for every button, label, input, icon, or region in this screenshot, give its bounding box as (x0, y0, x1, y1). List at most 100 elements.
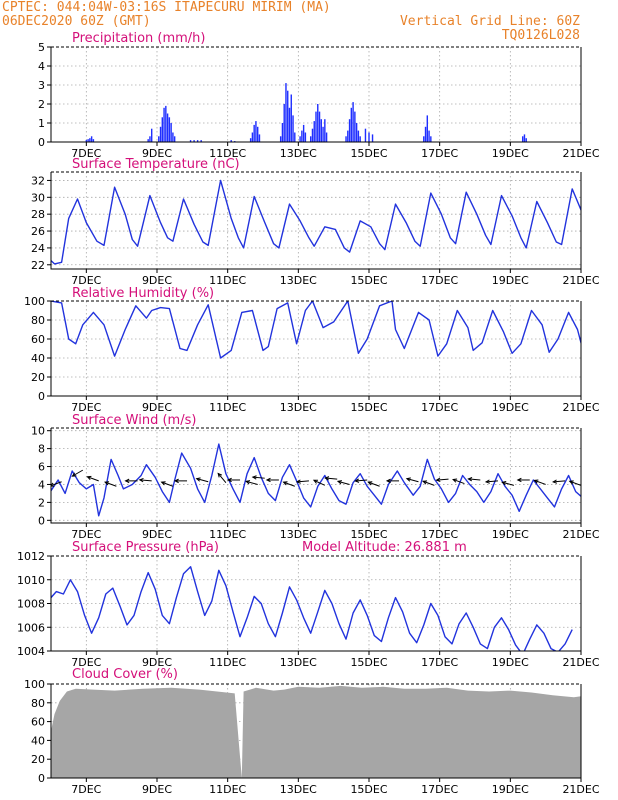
pressure-ytick-label: 1012 (17, 550, 45, 563)
cloud-ytick-label: 0 (38, 772, 45, 785)
precip-bar (424, 126, 427, 142)
precip-bar (283, 104, 285, 142)
wind-xtick-label: 19DEC (492, 528, 529, 541)
wind-arrow (501, 481, 514, 486)
precip-bar (168, 117, 171, 142)
precip-bar (256, 126, 259, 142)
rh-series-line (51, 301, 581, 359)
cloud-xtick-label: 11DEC (209, 783, 246, 796)
temp-ytick-label: 26 (31, 225, 45, 238)
wind-arrow (336, 480, 350, 485)
wind-xtick-label: 7DEC (71, 528, 101, 541)
temp-xtick-label: 9DEC (142, 274, 172, 287)
wind-arrow (516, 477, 530, 483)
precip-bar (320, 119, 323, 142)
wind-arrow (452, 478, 465, 485)
pressure-xtick-label: 7DEC (71, 656, 101, 669)
rh-ytick-label: 40 (31, 352, 45, 365)
precip-bar (251, 132, 254, 142)
temp-ytick-label: 32 (31, 174, 45, 187)
wind-arrow (467, 477, 481, 482)
precip-bar (158, 136, 160, 142)
cloud-ytick-label: 20 (31, 753, 45, 766)
precip-bar (355, 123, 358, 142)
precip-bar (348, 119, 351, 142)
rh-ytick-label: 100 (24, 295, 45, 308)
pressure-ytick-label: 1004 (17, 645, 45, 658)
precip-bar (290, 94, 292, 142)
wind-arrow (484, 479, 499, 484)
pressure-ytick-label: 1006 (17, 621, 45, 634)
cloud-ytick-label: 100 (24, 678, 45, 691)
precip-data (85, 83, 527, 142)
precip-bar (189, 140, 192, 142)
cloud-data (51, 685, 581, 778)
precip-bar (163, 107, 165, 142)
precip-bar (193, 140, 195, 142)
cloud-ytick-label: 60 (31, 716, 45, 729)
rh-xtick-label: 11DEC (209, 401, 246, 414)
precip-bar (87, 139, 89, 142)
rh-panel: Relative Humidity (%) 0 20 40 60 80 100 7DEC 9DE… (24, 286, 600, 414)
precip-bar (301, 130, 303, 142)
wind-arrow (367, 481, 380, 487)
precip-bar (426, 115, 429, 142)
pressure-title: Surface Pressure (hPa) (72, 540, 219, 555)
precip-bar (294, 132, 296, 142)
wind-arrow (104, 481, 117, 487)
pressure-ytick-label: 1010 (17, 574, 45, 587)
wind-arrow (405, 477, 419, 483)
wind-arrow (195, 477, 209, 483)
wind-title: Surface Wind (m/s) (72, 413, 196, 428)
wind-arrow (385, 478, 400, 484)
precip-bar (288, 107, 291, 142)
wind-xtick-label: 13DEC (280, 528, 317, 541)
wind-arrow (587, 478, 599, 481)
wind-arrow (435, 477, 449, 483)
cloud-xtick-label: 13DEC (280, 783, 317, 796)
precip-ytick-label: 5 (38, 41, 45, 54)
precip-bar (350, 107, 353, 142)
wind-arrow (604, 478, 615, 483)
wind-arrow (226, 477, 241, 483)
temp-xtick-label: 21DEC (562, 274, 599, 287)
precip-bar (523, 134, 526, 142)
temp-ytick-label: 30 (31, 191, 45, 204)
wind-arrow (124, 478, 138, 484)
precip-bar (368, 132, 370, 142)
precip-bar (299, 136, 301, 142)
precip-bar (309, 136, 312, 142)
precip-bar (279, 136, 282, 142)
precip-bar (230, 140, 232, 142)
header-model-id: TQ0126L028 (501, 28, 580, 43)
precip-bar (430, 136, 432, 142)
rh-xtick-label: 21DEC (562, 401, 599, 414)
cloud-title: Cloud Cover (%) (72, 667, 178, 682)
precip-bar (525, 138, 527, 142)
temp-xtick-label: 17DEC (421, 274, 458, 287)
wind-xtick-label: 11DEC (209, 528, 246, 541)
precip-bar (253, 124, 255, 142)
precip-bar (313, 121, 315, 142)
pressure-xtick-label: 21DEC (562, 656, 599, 669)
precip-bar (92, 139, 95, 142)
precip-ytick-label: 0 (38, 136, 45, 149)
precip-ytick-label: 1 (38, 117, 45, 130)
precip-bar (159, 126, 162, 142)
precip-ytick-label: 2 (38, 98, 45, 111)
wind-ytick-label: 2 (38, 496, 45, 509)
precip-bar (302, 124, 305, 142)
rh-frame (50, 301, 582, 397)
wind-arrow (312, 479, 326, 486)
wind-panel: Surface Wind (m/s) 0 2 4 6 8 10 7DEC 9DEC 11DEC 13… (31, 413, 615, 541)
precip-bar (150, 128, 153, 142)
precip-bar (281, 123, 284, 142)
header-grid-info: Vertical Grid Line: 60Z (399, 14, 580, 29)
pressure-xtick-label: 19DEC (492, 656, 529, 669)
temp-ytick-label: 24 (31, 242, 45, 255)
temp-title: Surface Temperature (nC) (72, 157, 240, 172)
rh-title: Relative Humidity (%) (72, 286, 214, 301)
wind-ytick-label: 10 (31, 425, 45, 438)
precip-title: Precipitation (mm/h) (72, 31, 205, 46)
